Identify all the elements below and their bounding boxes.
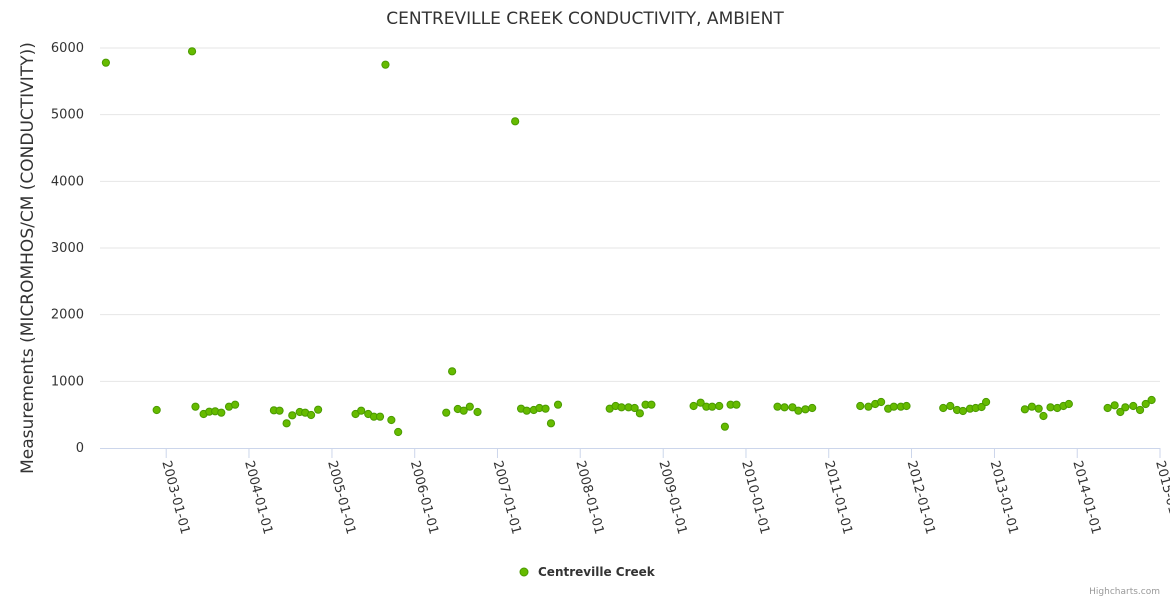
data-point[interactable]: [1039, 411, 1048, 421]
x-tick-label: 2009-01-01: [655, 459, 689, 536]
data-point[interactable]: [231, 400, 240, 409]
data-point[interactable]: [553, 400, 563, 409]
data-point[interactable]: [1027, 402, 1036, 411]
y-tick-label: 6000: [51, 41, 84, 56]
data-point[interactable]: [647, 400, 656, 409]
data-point[interactable]: [889, 402, 898, 411]
data-point[interactable]: [794, 406, 803, 415]
x-tick-label: 2008-01-01: [572, 459, 606, 536]
data-point[interactable]: [780, 403, 789, 412]
data-point[interactable]: [1046, 403, 1055, 412]
x-tick-label: 2013-01-01: [987, 459, 1021, 536]
data-point[interactable]: [546, 419, 556, 428]
data-point[interactable]: [1020, 405, 1029, 414]
x-tick-label: 2005-01-01: [324, 459, 358, 536]
y-tick-label: 4000: [51, 174, 84, 189]
data-point[interactable]: [387, 415, 396, 425]
data-point[interactable]: [1064, 399, 1073, 409]
data-point[interactable]: [442, 408, 451, 417]
data-point[interactable]: [275, 406, 284, 415]
legend-item-centreville-creek[interactable]: Centreville Creek: [538, 565, 656, 579]
x-tick-label: 2003-01-01: [158, 459, 192, 536]
data-point[interactable]: [630, 403, 639, 413]
data-point[interactable]: [946, 401, 955, 411]
legend-marker[interactable]: [519, 567, 529, 577]
data-point[interactable]: [773, 402, 782, 411]
data-point[interactable]: [977, 402, 986, 412]
data-point[interactable]: [511, 117, 520, 126]
data-point[interactable]: [696, 398, 705, 407]
data-point[interactable]: [522, 406, 531, 415]
y-tick-label: 0: [76, 441, 84, 456]
data-point[interactable]: [708, 402, 717, 411]
data-point[interactable]: [958, 406, 968, 416]
data-point[interactable]: [1116, 407, 1125, 417]
x-tick-label: 2011-01-01: [821, 459, 855, 536]
data-point[interactable]: [282, 419, 291, 428]
data-point[interactable]: [689, 401, 698, 411]
credits-link[interactable]: Highcharts.com: [1089, 587, 1160, 597]
x-axis-ticks: 2003-01-01 2004-01-01 2005-01-01 2006-01-01…: [158, 448, 1170, 536]
data-point[interactable]: [720, 422, 729, 431]
data-point[interactable]: [877, 397, 886, 407]
data-point[interactable]: [375, 412, 385, 421]
data-point[interactable]: [448, 367, 457, 376]
data-point[interactable]: [357, 406, 366, 415]
x-tick-label: 2004-01-01: [241, 459, 275, 536]
data-point[interactable]: [939, 403, 948, 413]
legend[interactable]: Centreville Creek: [519, 565, 656, 579]
data-points[interactable]: [101, 47, 1156, 437]
data-point[interactable]: [808, 403, 817, 413]
y-tick-label: 3000: [51, 241, 84, 256]
x-tick-label: 2007-01-01: [490, 459, 524, 536]
data-point[interactable]: [288, 411, 297, 420]
data-point[interactable]: [801, 405, 810, 414]
data-point[interactable]: [856, 401, 865, 411]
chart-title: CENTREVILLE CREEK CONDUCTIVITY, AMBIENT: [386, 9, 784, 29]
data-point[interactable]: [1103, 403, 1112, 413]
data-point[interactable]: [1141, 399, 1150, 409]
y-tick-label: 5000: [51, 108, 84, 123]
data-point[interactable]: [381, 60, 390, 69]
data-point[interactable]: [1135, 405, 1145, 415]
gridlines: [100, 47, 1160, 382]
data-point[interactable]: [635, 409, 644, 418]
x-tick-label: 2010-01-01: [738, 459, 772, 536]
data-point[interactable]: [732, 400, 741, 409]
data-point[interactable]: [1110, 401, 1119, 410]
data-point[interactable]: [465, 402, 474, 411]
data-point[interactable]: [1034, 404, 1043, 413]
data-point[interactable]: [981, 397, 991, 407]
data-point[interactable]: [101, 58, 110, 67]
data-point[interactable]: [1129, 401, 1138, 411]
data-point[interactable]: [459, 406, 468, 415]
x-tick-label: 2006-01-01: [407, 459, 441, 536]
y-tick-label: 2000: [51, 308, 84, 323]
y-axis-ticks: 0 1000 2000 3000 4000 5000 6000: [51, 41, 84, 456]
data-point[interactable]: [187, 47, 197, 56]
data-point[interactable]: [617, 403, 626, 412]
data-point[interactable]: [191, 402, 200, 411]
data-point[interactable]: [1121, 403, 1130, 412]
x-tick-label: 2012-01-01: [904, 459, 938, 536]
y-axis-label: Measurements (MICROMHOS/CM (CONDUCTIVITY…: [18, 42, 38, 474]
x-tick-label: 2014-01-01: [1069, 459, 1103, 536]
data-point[interactable]: [306, 410, 316, 420]
data-point[interactable]: [217, 408, 226, 417]
data-point[interactable]: [902, 401, 911, 411]
data-point[interactable]: [314, 405, 323, 414]
data-point[interactable]: [394, 427, 403, 437]
data-point[interactable]: [715, 401, 724, 411]
data-point[interactable]: [473, 407, 482, 417]
y-tick-label: 1000: [51, 374, 84, 389]
x-tick-label: 2015-01-01: [1152, 459, 1170, 536]
data-point[interactable]: [864, 402, 873, 411]
data-point[interactable]: [541, 404, 550, 413]
data-point[interactable]: [1147, 395, 1156, 405]
data-point[interactable]: [152, 405, 161, 415]
